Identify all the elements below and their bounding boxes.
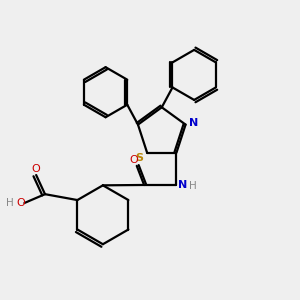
Text: H: H	[189, 182, 196, 191]
Text: O: O	[32, 164, 40, 173]
Text: N: N	[189, 118, 199, 128]
Text: O: O	[129, 155, 138, 165]
Text: N: N	[178, 180, 188, 190]
Text: O: O	[16, 198, 25, 208]
Text: S: S	[136, 153, 144, 163]
Text: H: H	[6, 198, 14, 208]
